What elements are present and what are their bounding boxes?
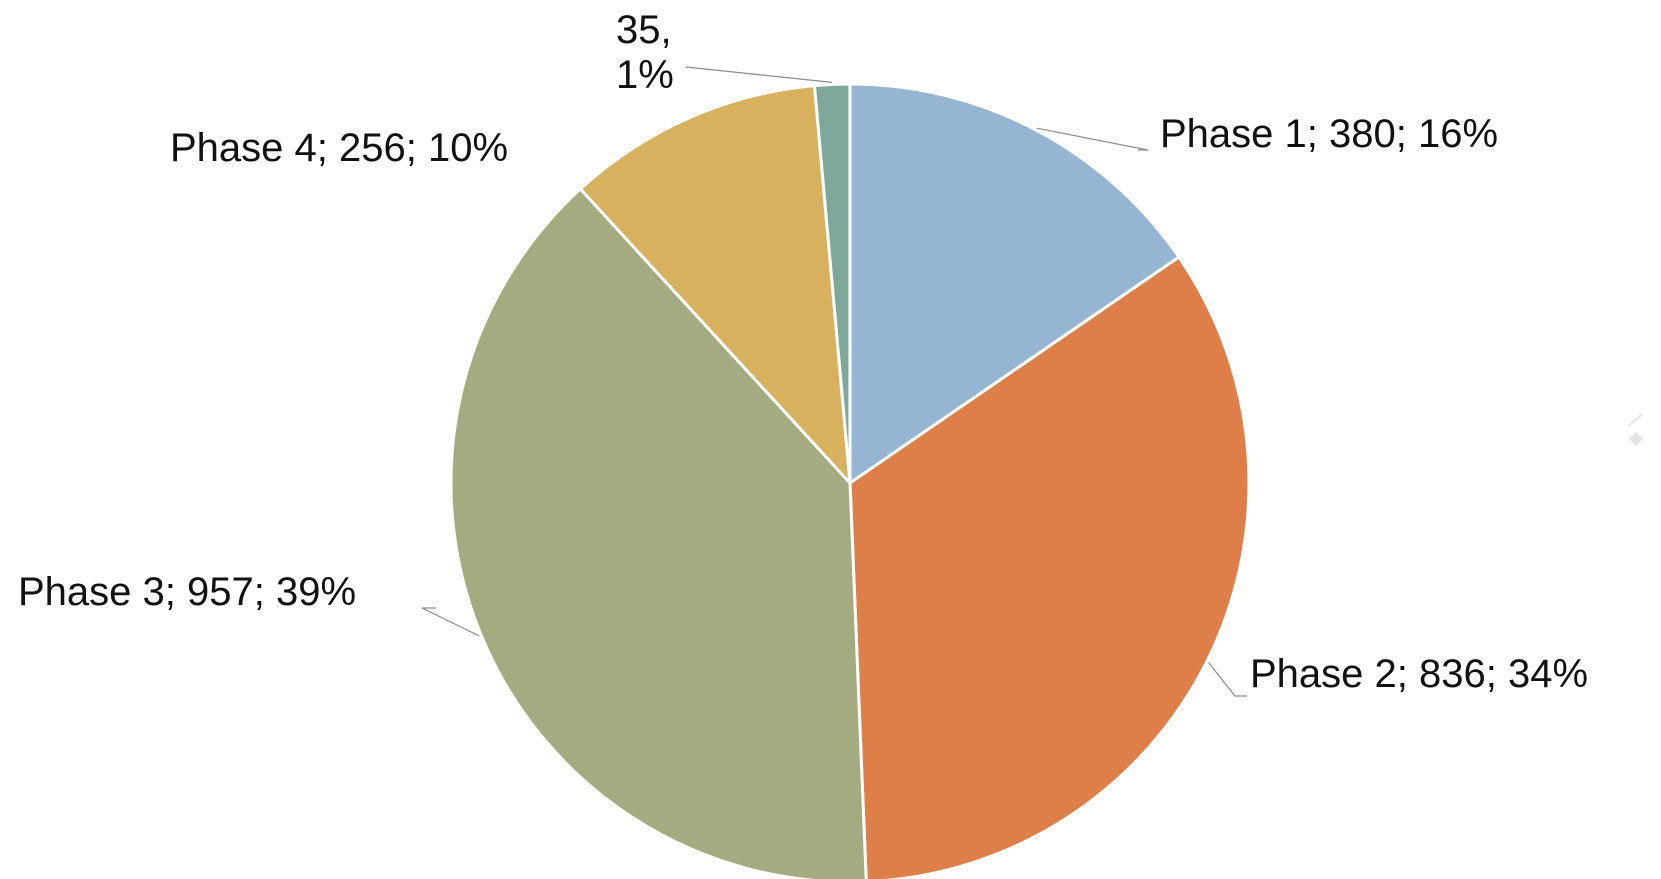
data-label-phase-4: Phase 4; 256; 10% [170,126,509,170]
pie-slice-phase-4 [578,84,852,485]
data-label-unnamed-slice: 35, 1% [616,8,674,98]
data-label-percent: 1% [616,53,674,97]
pie-slice-phase-3 [449,187,868,879]
pie-slices [449,82,1251,879]
leader-line [685,66,833,83]
leader-line [1036,127,1149,151]
data-label-phase-2: Phase 2; 836; 34% [1250,652,1589,696]
pie-slice-unnamed [812,82,852,485]
leader-lines [421,66,1247,697]
leader-line [421,607,480,637]
pie-slice-phase-1 [848,82,1181,485]
pie-slice-phase-2 [848,255,1251,879]
data-label-phase-3: Phase 3; 957; 39% [18,570,357,614]
data-label-value: 35, [616,8,672,52]
data-label-phase-1: Phase 1; 380; 16% [1160,112,1499,156]
leader-line [1208,662,1247,697]
